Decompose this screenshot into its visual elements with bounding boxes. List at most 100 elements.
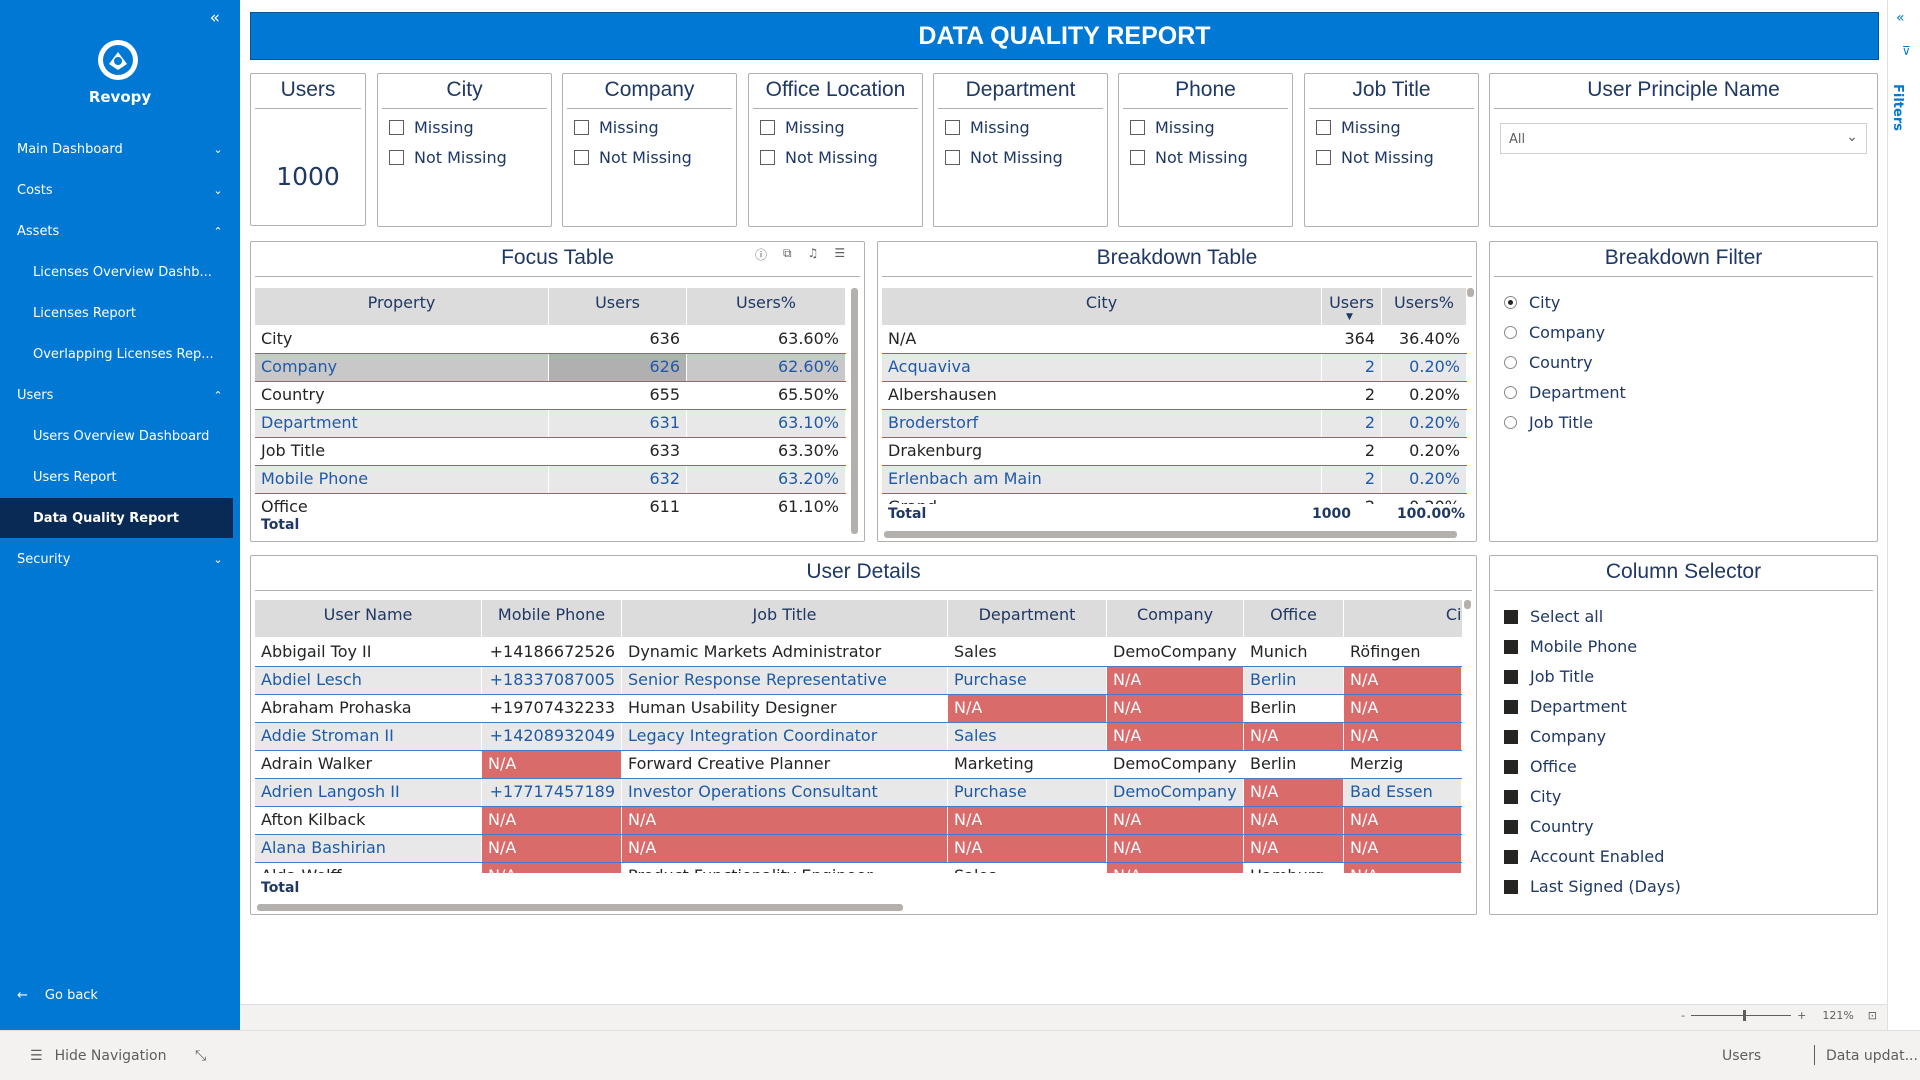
checkbox-checked[interactable] [1504, 759, 1518, 774]
table-row-partial[interactable]: Alda Wolff N/A Product Functionality Eng… [255, 863, 1462, 873]
table-row[interactable]: Job Title 633 63.30% [255, 438, 846, 465]
hide-navigation-button[interactable]: ☰ Hide Navigation [30, 1048, 166, 1064]
filters-pane-collapsed[interactable]: « ⊽ Filters [1887, 0, 1920, 1030]
radio-button[interactable] [1504, 386, 1517, 399]
radio-button[interactable] [1504, 416, 1517, 429]
job-title-not-missing-checkbox[interactable]: Not Missing [1316, 148, 1434, 167]
table-row[interactable]: Addie Stroman II +14208932049 Legacy Int… [255, 723, 1462, 750]
nav-item-main-dashboard[interactable]: Main Dashboard ⌄ [0, 129, 233, 169]
radio-button[interactable] [1504, 326, 1517, 339]
table-row[interactable]: City 636 63.60% [255, 326, 846, 353]
checkbox-checked[interactable] [1504, 879, 1518, 894]
nav-item-costs[interactable]: Costs ⌄ [0, 170, 233, 210]
table-row[interactable]: Department 631 63.10% [255, 410, 846, 437]
nav-item-users[interactable]: Users ⌃ [0, 375, 233, 415]
table-row[interactable]: Abbigail Toy II +14186672526 Dynamic Mar… [255, 639, 1462, 666]
collapse-arrows-icon[interactable]: ⤡ [195, 1048, 207, 1064]
table-row[interactable]: Erlenbach am Main 2 0.20% [882, 466, 1467, 493]
nav-item-users-overview[interactable]: Users Overview Dashboard [0, 416, 233, 456]
column-option-job-title[interactable]: Job Title [1504, 667, 1594, 686]
table-row[interactable]: Alana Bashirian N/A N/A N/A N/A N/A N/A [255, 835, 1462, 862]
nav-item-overlapping-licenses[interactable]: Overlapping Licenses Rep... [0, 334, 233, 374]
zoom-out-button[interactable]: - [1681, 1009, 1686, 1022]
checkbox[interactable] [574, 150, 589, 165]
column-option-city[interactable]: City [1504, 787, 1561, 806]
filter-icon[interactable]: ☰ [834, 246, 846, 260]
column-header[interactable]: Users% [1382, 288, 1467, 325]
column-header[interactable]: Office [1244, 600, 1344, 637]
checkbox-checked[interactable] [1504, 669, 1518, 684]
table-row[interactable]: Albershausen 2 0.20% [882, 382, 1467, 409]
column-option-country[interactable]: Country [1504, 817, 1594, 836]
column-header[interactable]: Department [948, 600, 1107, 637]
column-option-company[interactable]: Company [1504, 727, 1606, 746]
column-header-sorted[interactable]: Users [1322, 288, 1382, 325]
checkbox[interactable] [1316, 150, 1331, 165]
checkbox[interactable] [389, 150, 404, 165]
checkbox-checked[interactable] [1504, 609, 1518, 624]
column-header[interactable]: Property [255, 288, 549, 325]
table-row[interactable]: Adrien Langosh II +17717457189 Investor … [255, 779, 1462, 806]
checkbox[interactable] [1130, 120, 1145, 135]
expand-filters-icon[interactable]: « [1896, 10, 1905, 26]
vertical-scrollbar[interactable] [851, 288, 858, 534]
office-missing-checkbox[interactable]: Missing [760, 118, 845, 137]
table-row[interactable]: N/A 364 36.40% [882, 326, 1467, 353]
department-missing-checkbox[interactable]: Missing [945, 118, 1030, 137]
zoom-in-button[interactable]: + [1797, 1009, 1807, 1022]
table-row[interactable]: Abdiel Lesch +18337087005 Senior Respons… [255, 667, 1462, 694]
collapse-nav-icon[interactable]: « [209, 8, 220, 28]
radio-department[interactable]: Department [1504, 383, 1626, 402]
table-row[interactable]: Acquaviva 2 0.20% [882, 354, 1467, 381]
checkbox-checked[interactable] [1504, 819, 1518, 834]
checkbox[interactable] [945, 150, 960, 165]
copy-icon[interactable]: ⧉ [783, 246, 792, 260]
checkbox[interactable] [760, 150, 775, 165]
vertical-scrollbar[interactable] [1464, 600, 1471, 609]
horizontal-scrollbar[interactable] [257, 904, 903, 911]
city-not-missing-checkbox[interactable]: Not Missing [389, 148, 507, 167]
radio-job-title[interactable]: Job Title [1504, 413, 1593, 432]
radio-button-selected[interactable] [1504, 296, 1517, 309]
table-row-selected[interactable]: Company 626 62.60% [255, 354, 846, 381]
radio-country[interactable]: Country [1504, 353, 1593, 372]
checkbox[interactable] [945, 120, 960, 135]
table-row[interactable]: Adrain Walker N/A Forward Creative Plann… [255, 751, 1462, 778]
radio-company[interactable]: Company [1504, 323, 1605, 342]
checkbox-checked[interactable] [1504, 729, 1518, 744]
column-header[interactable]: Mobile Phone [482, 600, 622, 637]
checkbox[interactable] [1316, 120, 1331, 135]
checkbox[interactable] [574, 120, 589, 135]
checkbox[interactable] [1130, 150, 1145, 165]
column-header[interactable]: Users [549, 288, 687, 325]
checkbox-checked[interactable] [1504, 699, 1518, 714]
table-row[interactable]: Drakenburg 2 0.20% [882, 438, 1467, 465]
column-option-account-enabled[interactable]: Account Enabled [1504, 847, 1664, 866]
fit-to-page-icon[interactable]: ⊡ [1867, 1009, 1877, 1022]
office-not-missing-checkbox[interactable]: Not Missing [760, 148, 878, 167]
table-row-partial[interactable]: Grand20.20% [882, 494, 1467, 504]
radio-button[interactable] [1504, 356, 1517, 369]
checkbox[interactable] [389, 120, 404, 135]
nav-item-users-report[interactable]: Users Report [0, 457, 233, 497]
column-option-mobile-phone[interactable]: Mobile Phone [1504, 637, 1637, 656]
company-missing-checkbox[interactable]: Missing [574, 118, 659, 137]
nav-item-licenses-overview[interactable]: Licenses Overview Dashb... [0, 252, 233, 292]
zoom-slider[interactable] [1691, 1010, 1792, 1021]
checkbox-checked[interactable] [1504, 789, 1518, 804]
nav-item-licenses-report[interactable]: Licenses Report [0, 293, 233, 333]
column-option-select-all[interactable]: Select all [1504, 607, 1603, 626]
bell-icon[interactable]: ♫ [807, 246, 819, 260]
checkbox-checked[interactable] [1504, 849, 1518, 864]
column-header[interactable]: City [1344, 600, 1462, 637]
nav-item-assets[interactable]: Assets ⌃ [0, 211, 233, 251]
department-not-missing-checkbox[interactable]: Not Missing [945, 148, 1063, 167]
column-header[interactable]: City [882, 288, 1322, 325]
city-missing-checkbox[interactable]: Missing [389, 118, 474, 137]
company-not-missing-checkbox[interactable]: Not Missing [574, 148, 692, 167]
radio-city[interactable]: City [1504, 293, 1560, 312]
nav-item-security[interactable]: Security ⌄ [0, 539, 233, 579]
column-option-last-signed[interactable]: Last Signed (Days) [1504, 877, 1681, 896]
upn-dropdown[interactable]: All ⌄ [1500, 123, 1867, 154]
phone-not-missing-checkbox[interactable]: Not Missing [1130, 148, 1248, 167]
